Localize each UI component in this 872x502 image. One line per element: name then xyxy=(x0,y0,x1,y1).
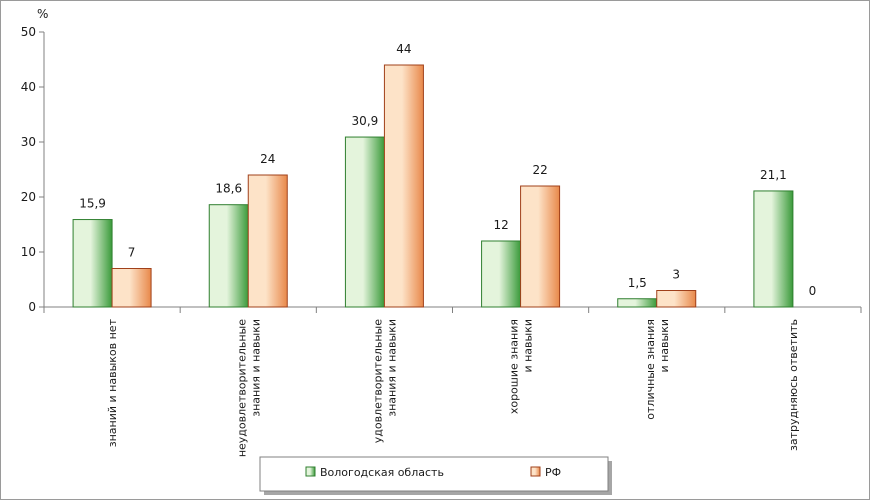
bar xyxy=(481,240,522,308)
category-label: хорошие знания и навыки xyxy=(508,319,535,414)
legend-swatch xyxy=(305,466,316,477)
bar xyxy=(72,219,113,308)
category-label-line: затрудняюсь ответить xyxy=(787,319,800,451)
y-tick-label: 40 xyxy=(21,80,36,94)
data-label: 18,6 xyxy=(215,182,242,196)
category-label-line: знания и навыки xyxy=(249,319,262,417)
legend-label: Вологодская область xyxy=(320,466,444,479)
bar xyxy=(111,268,152,308)
bar xyxy=(208,204,249,308)
y-tick-label: 20 xyxy=(21,190,36,204)
y-tick-label: 10 xyxy=(21,245,36,259)
y-tick-label: 50 xyxy=(21,25,36,39)
data-label: 24 xyxy=(260,152,275,166)
category-label-line: знаний и навыков нет xyxy=(106,318,119,447)
data-label: 44 xyxy=(396,42,411,56)
category-label-line: неудовлетворительные xyxy=(235,319,248,457)
data-label: 30,9 xyxy=(352,114,379,128)
bar xyxy=(383,64,424,308)
legend-box xyxy=(259,456,609,492)
data-label: 22 xyxy=(532,163,547,177)
data-label: 21,1 xyxy=(760,168,787,182)
category-label-line: отличные знания xyxy=(644,319,657,420)
category-label-line: хорошие знания xyxy=(508,319,521,414)
category-label: знаний и навыков нет xyxy=(106,318,119,447)
bar xyxy=(344,136,385,308)
bar xyxy=(617,298,658,308)
data-label: 7 xyxy=(128,246,136,260)
category-label-line: и навыки xyxy=(522,319,535,373)
y-tick-label: 30 xyxy=(21,135,36,149)
y-tick-label: 0 xyxy=(28,300,36,314)
bar xyxy=(247,174,288,308)
category-label: отличные знания и навыки xyxy=(644,319,671,420)
data-label: 15,9 xyxy=(79,197,106,211)
category-label-line: и навыки xyxy=(658,319,671,373)
bar xyxy=(656,290,697,308)
y-unit-label: % xyxy=(37,7,48,21)
category-label-line: удовлетворительные xyxy=(371,319,384,443)
legend: Вологодская область РФ xyxy=(259,456,612,495)
bar xyxy=(753,190,794,308)
category-label: неудовлетворительные знания и навыки xyxy=(235,319,262,457)
legend-label: РФ xyxy=(545,466,561,479)
data-label: 12 xyxy=(493,218,508,232)
category-label: удовлетворительные знания и навыки xyxy=(371,319,398,443)
legend-swatch xyxy=(530,466,541,477)
data-label: 1,5 xyxy=(628,276,647,290)
data-label: 0 xyxy=(809,284,817,298)
data-label: 3 xyxy=(672,268,680,282)
bar xyxy=(520,185,561,308)
category-label-line: знания и навыки xyxy=(385,319,398,417)
category-label: затрудняюсь ответить xyxy=(787,319,800,451)
